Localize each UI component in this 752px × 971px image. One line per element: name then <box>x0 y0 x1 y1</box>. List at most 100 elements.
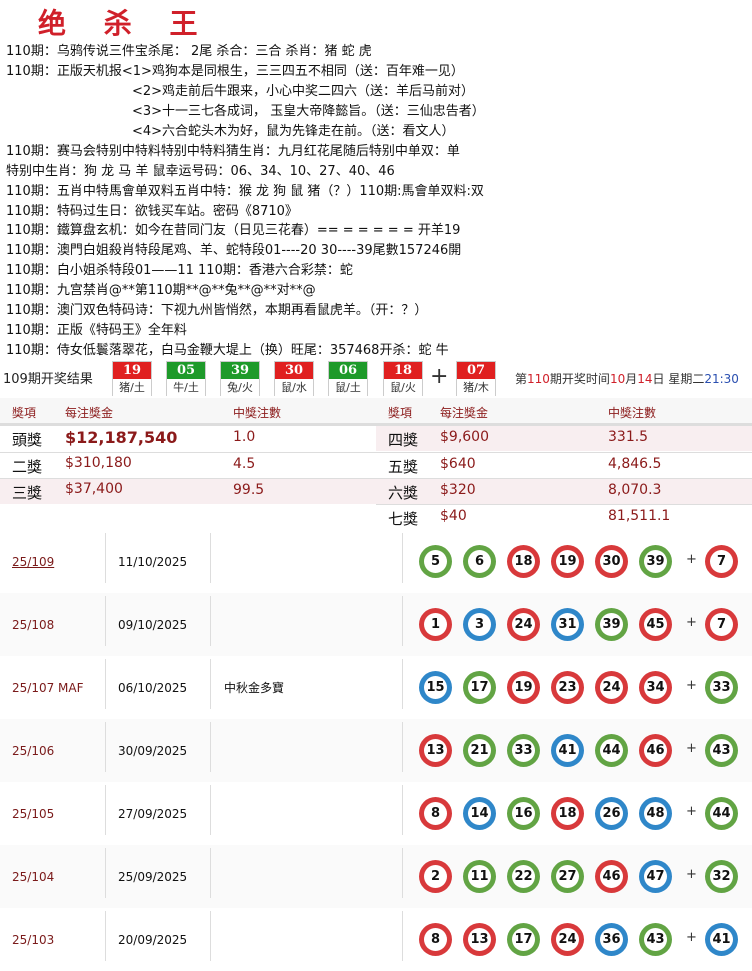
prize-amount: $37,400 <box>65 481 123 497</box>
last-draw-label: 109期开奖结果 <box>3 372 93 387</box>
column-divider <box>402 533 403 583</box>
text-line: 特别中生肖：狗 龙 马 羊 鼠幸运号码：06、34、10、27、40、46 <box>6 164 395 179</box>
prize-row <box>0 452 376 478</box>
column-divider <box>210 533 211 583</box>
ball-number: 33 <box>512 739 535 762</box>
ball-zodiac: 鼠/水 <box>275 379 313 396</box>
header-1: 每注獎金 <box>65 406 114 420</box>
column-divider <box>210 785 211 835</box>
issue-link[interactable]: 25/109 <box>12 554 55 569</box>
ball-number: 46 <box>600 865 623 888</box>
plus-sign: + <box>686 930 697 945</box>
prize-name: 七獎 <box>388 510 419 528</box>
number-ball: 24 <box>551 923 584 956</box>
column-divider <box>402 659 403 709</box>
column-divider <box>105 659 106 709</box>
ball-number: 24 <box>600 676 623 699</box>
history-row: 25/107 MAF 06/10/2025 中秋金多寶 15 17 19 23 24 34 +33 <box>0 656 752 719</box>
prize-count: 99.5 <box>233 482 265 498</box>
text-line: 110期：正版天机报<1>鸡狗本是同根生，三三四五不相同（送：百年难一见） <box>6 64 464 79</box>
number-ball: 11 <box>463 860 496 893</box>
prize-count: 8,070.3 <box>608 482 662 498</box>
ball-number: 21 <box>468 739 491 762</box>
ball-number: 44 <box>710 802 733 825</box>
prize-row <box>376 425 752 451</box>
prize-count: 4,846.5 <box>608 456 662 472</box>
issue-link[interactable]: 25/103 <box>12 932 55 947</box>
next-day: 14 <box>637 372 653 386</box>
prize-amount: $12,187,540 <box>65 428 178 447</box>
number-ball: 14 <box>463 797 496 830</box>
prize-name: 三獎 <box>12 484 43 502</box>
number-ball: 26 <box>595 797 628 830</box>
ball-number: 14 <box>468 802 491 825</box>
number-ball: 24 <box>595 671 628 704</box>
header-1: 每注獎金 <box>440 406 489 420</box>
draw-date: 06/10/2025 <box>118 680 188 695</box>
ball-number: 7 <box>710 550 733 573</box>
number-ball: 3 <box>463 608 496 641</box>
header-2: 中獎注數 <box>608 406 657 420</box>
ball-number: 6 <box>468 550 491 573</box>
history-row: 25/103 20/09/2025 8 13 17 24 36 43 +41 <box>0 908 752 971</box>
result-ball: 30 鼠/水 <box>274 361 314 396</box>
ball-number: 11 <box>468 865 491 888</box>
number-ball: 45 <box>639 608 672 641</box>
next-text: 期开奖时间 <box>549 372 610 386</box>
issue-link[interactable]: 25/108 <box>12 617 55 632</box>
prize-name: 五獎 <box>388 458 419 476</box>
ball-number: 47 <box>644 865 667 888</box>
number-ball: 36 <box>595 923 628 956</box>
number-ball: 13 <box>419 734 452 767</box>
prize-count: 81,511.1 <box>608 508 671 524</box>
column-divider <box>210 911 211 961</box>
header-0: 獎項 <box>12 406 37 420</box>
number-ball: 22 <box>507 860 540 893</box>
ball-number: 2 <box>424 865 447 888</box>
issue-link[interactable]: 25/106 <box>12 743 55 758</box>
number-ball: 21 <box>463 734 496 767</box>
prize-row <box>376 504 752 530</box>
ball-number: 32 <box>710 865 733 888</box>
special-ball: 7 <box>705 608 738 641</box>
prize-name: 頭獎 <box>12 431 43 449</box>
text-line: <4>六合蛇头木为好，鼠为先锋走在前。（送：看文人） <box>132 124 455 139</box>
ball-number: 26 <box>600 802 623 825</box>
text-line: 110期：侍女低鬟落翠花，白马金鞭大堤上（换）旺尾：357468开杀：蛇 牛 <box>6 343 449 358</box>
ball-number: 34 <box>644 676 667 699</box>
history-row: 25/106 30/09/2025 13 21 33 41 44 46 +43 <box>0 719 752 782</box>
ball-number: 36 <box>600 928 623 951</box>
ball-number: 19 <box>512 676 535 699</box>
prize-row <box>0 478 376 504</box>
number-ball: 17 <box>507 923 540 956</box>
draw-date: 11/10/2025 <box>118 554 188 569</box>
text-line: <2>鸡走前后牛跟来，小心中奖二四六（送：羊后马前对） <box>132 84 475 99</box>
issue-link[interactable]: 25/105 <box>12 806 55 821</box>
plus-sign: + <box>686 615 697 630</box>
column-divider <box>105 533 106 583</box>
special-ball: 44 <box>705 797 738 830</box>
number-ball: 15 <box>419 671 452 704</box>
ball-number: 46 <box>644 739 667 762</box>
ball-number: 07 <box>457 362 495 379</box>
issue-link[interactable]: 25/107 MAF <box>12 680 84 695</box>
ball-number: 15 <box>424 676 447 699</box>
ball-number: 24 <box>512 613 535 636</box>
ball-number: 16 <box>512 802 535 825</box>
ball-number: 41 <box>556 739 579 762</box>
issue-link[interactable]: 25/104 <box>12 869 55 884</box>
draw-note: 中秋金多寶 <box>224 681 285 695</box>
ball-zodiac: 鼠/土 <box>329 379 367 396</box>
history-row: 25/108 09/10/2025 1 3 24 31 39 45 +7 <box>0 593 752 656</box>
result-ball: 19 猪/土 <box>112 361 152 396</box>
column-divider <box>105 848 106 898</box>
number-ball: 39 <box>595 608 628 641</box>
result-ball: 18 鼠/火 <box>383 361 423 396</box>
ball-number: 17 <box>468 676 491 699</box>
number-ball: 34 <box>639 671 672 704</box>
history-row: 25/104 25/09/2025 2 11 22 27 46 47 +32 <box>0 845 752 908</box>
column-divider <box>105 911 106 961</box>
ball-number: 43 <box>710 739 733 762</box>
next-month: 10 <box>609 372 626 386</box>
text-line: 110期：特码过生日：欲钱买车站。密码《8710》 <box>6 204 298 219</box>
